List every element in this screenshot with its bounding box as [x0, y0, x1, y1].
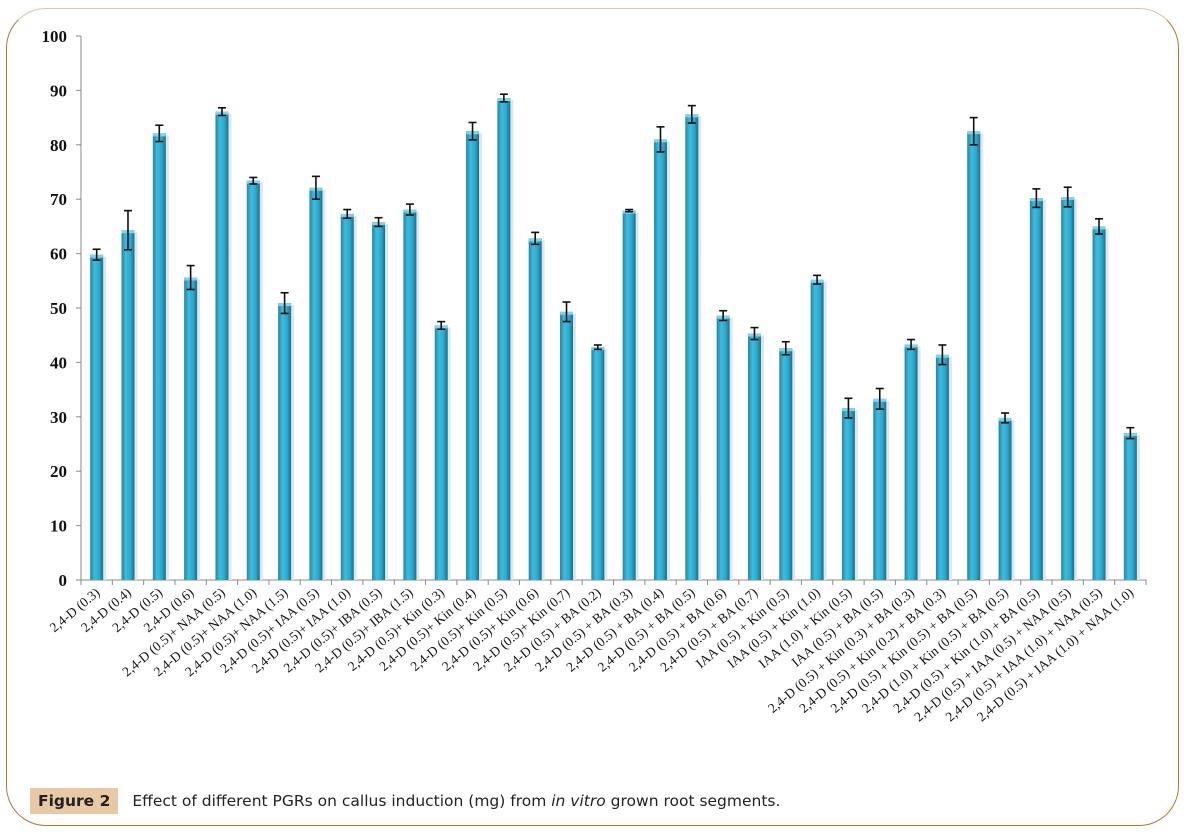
bar: [340, 213, 354, 580]
axes: [80, 36, 1146, 581]
y-tick-label: 0: [59, 571, 68, 590]
figure-label: Figure 2: [30, 788, 119, 814]
bar: [372, 222, 386, 580]
bar: [90, 254, 104, 581]
bar: [747, 333, 761, 580]
bar: [716, 315, 730, 580]
bar: [497, 98, 511, 581]
bar: [653, 139, 667, 581]
bar: [184, 277, 198, 580]
figure-caption-text: Effect of different PGRs on callus induc…: [132, 792, 780, 810]
bar: [466, 131, 480, 580]
bar: [528, 238, 542, 581]
y-tick-label: 90: [50, 81, 67, 100]
bar: [403, 209, 417, 580]
bar-chart: 0 10 20 30 40 50 60 70 80 90 100 2,4-D (0.3)2,4-D …: [42, 27, 1147, 724]
y-tick-label: 10: [50, 517, 67, 536]
y-tick-label: 100: [42, 27, 68, 46]
y-tick-label: 70: [50, 190, 67, 209]
bar: [152, 133, 166, 580]
caption-text-italic: in vitro: [551, 792, 606, 810]
bar: [591, 347, 605, 580]
x-axis-ticks: 2,4-D (0.3)2,4-D (0.4)2,4-D (0.5)2,4-D (…: [47, 580, 1147, 724]
y-tick-label: 30: [50, 408, 67, 427]
y-tick-label: 60: [50, 245, 67, 264]
bar: [121, 230, 135, 580]
bar: [560, 311, 574, 580]
bar: [810, 279, 824, 580]
bar: [1092, 226, 1106, 580]
bar: [1029, 198, 1043, 580]
bar: [967, 131, 981, 580]
bar: [873, 398, 887, 580]
bar: [434, 325, 448, 580]
y-tick-label: 20: [50, 462, 67, 481]
bar: [622, 210, 636, 580]
y-tick-label: 80: [50, 136, 67, 155]
error-bars: [92, 93, 1135, 440]
caption-text-before: Effect of different PGRs on callus induc…: [132, 792, 552, 810]
y-tick-label: 40: [50, 353, 67, 372]
figure-frame: [6, 8, 1179, 826]
bar: [841, 408, 855, 580]
bar: [779, 348, 793, 580]
caption-text-after: grown root segments.: [605, 792, 781, 810]
bar: [215, 111, 229, 580]
bar: [278, 303, 292, 580]
figure-caption: Figure 2 Effect of different PGRs on cal…: [30, 787, 780, 815]
bar: [685, 114, 699, 580]
bar: [1061, 197, 1075, 581]
y-tick-label: 50: [50, 299, 67, 318]
bar: [309, 187, 323, 580]
bar: [904, 344, 918, 580]
bar: [998, 417, 1012, 580]
bar: [246, 180, 260, 581]
bar: [1123, 433, 1137, 580]
y-axis-ticks: 0 10 20 30 40 50 60 70 80 90 100: [42, 27, 81, 590]
bar: [935, 354, 949, 580]
bars: [90, 98, 1140, 581]
